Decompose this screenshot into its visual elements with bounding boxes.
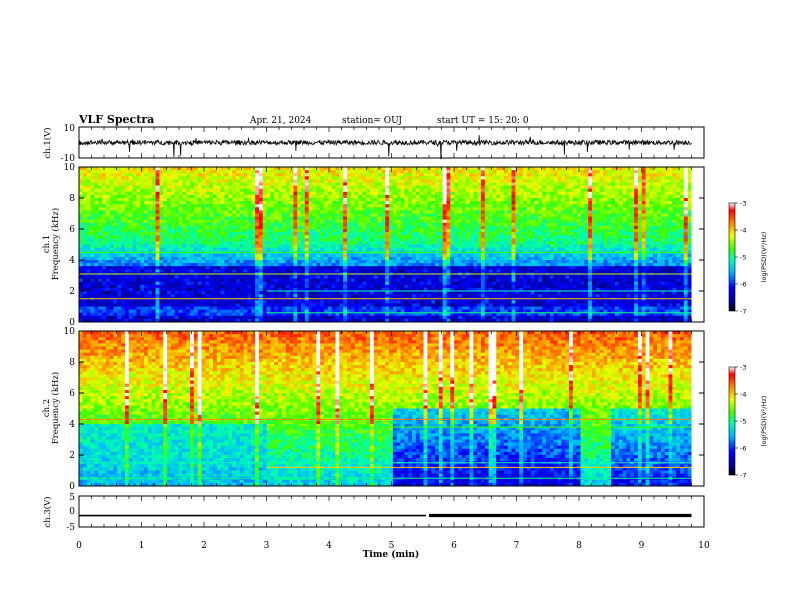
- colorbar-tick-label: -6: [740, 445, 746, 453]
- colorbar-tick-label: -7: [740, 308, 746, 316]
- station-label: station= OUJ: [342, 116, 402, 126]
- colorbar-tick-label: -6: [740, 281, 746, 289]
- ytick-label: 6: [69, 389, 75, 399]
- ytick-label: 10: [64, 327, 76, 337]
- ch3-ytick-mid: 0: [69, 507, 75, 517]
- ch1-waveform-panel: 10 -10 ch.1(V): [42, 124, 705, 164]
- ch2-spectrogram-image: [79, 331, 704, 487]
- date-label: Apr. 21, 2024: [249, 116, 312, 126]
- ytick-label: 8: [69, 358, 75, 368]
- ytick-label: 8: [69, 194, 75, 204]
- ch1-spectrogram-ylabel: Frequency (kHz): [50, 208, 61, 280]
- time-tick-label: 1: [139, 541, 145, 551]
- time-tick-label: 8: [576, 541, 582, 551]
- colorbar-tick-label: -3: [740, 364, 746, 372]
- ch1-ytick-bottom: -10: [61, 154, 76, 164]
- ch2-spectrogram-ylabel: Frequency (kHz): [50, 372, 61, 444]
- ch1-colorbar-ticks: -3 -4 -5 -6 -7: [735, 200, 746, 316]
- ch2-spectrogram-yticks: 0 2 4 6 8 10: [64, 327, 704, 492]
- ytick-label: 0: [69, 482, 75, 492]
- start-time-label: start UT = 15: 20: 0: [437, 116, 529, 126]
- ch1-waveform-ylabel: ch.1(V): [42, 127, 53, 158]
- ch2-spectrogram-ylabel-top: ch.2: [42, 399, 52, 417]
- time-tick-label: 3: [264, 541, 270, 551]
- ch1-ytick-top: 10: [64, 124, 76, 134]
- time-tick-label: 2: [201, 541, 207, 551]
- time-axis-label: Time (min): [363, 549, 420, 560]
- ch1-colorbar-label: log(PSD)(V²/Hz): [760, 232, 768, 283]
- ch1-spectrogram-image: [79, 167, 704, 323]
- time-tick-label: 7: [514, 541, 520, 551]
- colorbar-tick-label: -3: [740, 200, 746, 208]
- ytick-label: 2: [69, 451, 75, 461]
- ytick-label: 4: [69, 256, 75, 266]
- time-axis-ticks: [78, 127, 705, 527]
- ytick-label: 0: [69, 318, 75, 328]
- colorbar-tick-label: -4: [740, 391, 746, 399]
- ch1-colorbar: [728, 202, 736, 312]
- ytick-label: 6: [69, 225, 75, 235]
- ytick-label: 4: [69, 420, 75, 430]
- ch3-ylabel: ch.3(V): [42, 496, 53, 527]
- ytick-label: 10: [64, 163, 76, 173]
- colorbar-tick-label: -4: [740, 227, 746, 235]
- ch2-colorbar-label: log(PSD)(V²/Hz): [760, 396, 768, 447]
- ch2-colorbar: [728, 366, 736, 476]
- ch1-waveform-line: [78, 135, 692, 160]
- colorbar-tick-label: -5: [740, 254, 746, 262]
- ch1-spectrogram-ylabel-top: ch.1: [42, 235, 52, 253]
- time-axis-tick-labels: 0 1 2 3 4 5 6 7 8 9 10: [76, 541, 710, 551]
- time-tick-label: 0: [76, 541, 82, 551]
- ch1-waveform-trace: [78, 135, 692, 160]
- ch1-spectrogram-yticks: 0 2 4 6 8 10: [64, 163, 704, 328]
- figure-title: VLF Spectra: [78, 113, 154, 126]
- time-tick-label: 5: [389, 541, 395, 551]
- colorbar-tick-label: -5: [740, 418, 746, 426]
- time-tick-label: 9: [639, 541, 645, 551]
- colorbar-tick-label: -7: [740, 472, 746, 480]
- ytick-label: 2: [69, 287, 75, 297]
- ch3-ytick-top: 5: [69, 493, 75, 503]
- ch2-colorbar-ticks: -3 -4 -5 -6 -7: [735, 364, 746, 480]
- time-tick-label: 10: [698, 541, 710, 551]
- time-tick-label: 6: [451, 541, 457, 551]
- ch3-ytick-bottom: -5: [66, 523, 75, 533]
- time-tick-label: 4: [326, 541, 332, 551]
